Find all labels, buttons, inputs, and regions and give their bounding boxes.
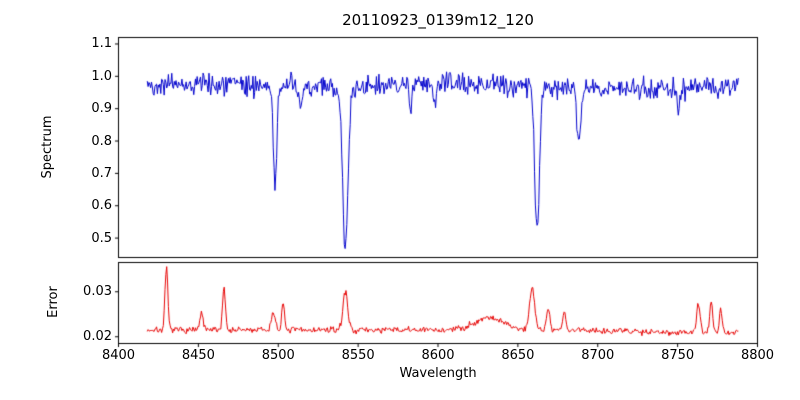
x-tick-label: 8600 <box>421 348 455 363</box>
x-tick-label: 8400 <box>101 348 136 363</box>
spectrum-y-tick-label: 0.9 <box>91 101 112 117</box>
spectrum-y-tick-label: 1.1 <box>91 36 112 52</box>
x-tick-label: 8450 <box>181 348 215 363</box>
x-tick-label: 8500 <box>261 348 295 363</box>
spectrum-y-tick-label: 0.5 <box>91 230 112 246</box>
spectrum-y-tick-label: 0.7 <box>91 165 112 181</box>
error-y-tick-label: 0.03 <box>83 284 112 300</box>
x-tick-label: 8800 <box>740 348 775 363</box>
x-axis-label: Wavelength <box>399 366 477 381</box>
x-tick-label: 8550 <box>341 348 375 363</box>
x-tick-label: 8750 <box>661 348 695 363</box>
spectrum-y-tick-label: 0.6 <box>91 198 112 214</box>
y-axis-label-error: Error <box>46 286 61 318</box>
error-y-tick-label: 0.02 <box>83 329 112 345</box>
chart-title: 20110923_0139m12_120 <box>342 11 534 29</box>
spectrum-y-tick-label: 0.8 <box>91 133 112 149</box>
x-tick-label: 8650 <box>501 348 535 363</box>
spectrum-y-tick-label: 1.0 <box>91 68 112 84</box>
x-tick-label: 8700 <box>581 348 615 363</box>
y-axis-label-spectrum: Spectrum <box>40 115 55 179</box>
